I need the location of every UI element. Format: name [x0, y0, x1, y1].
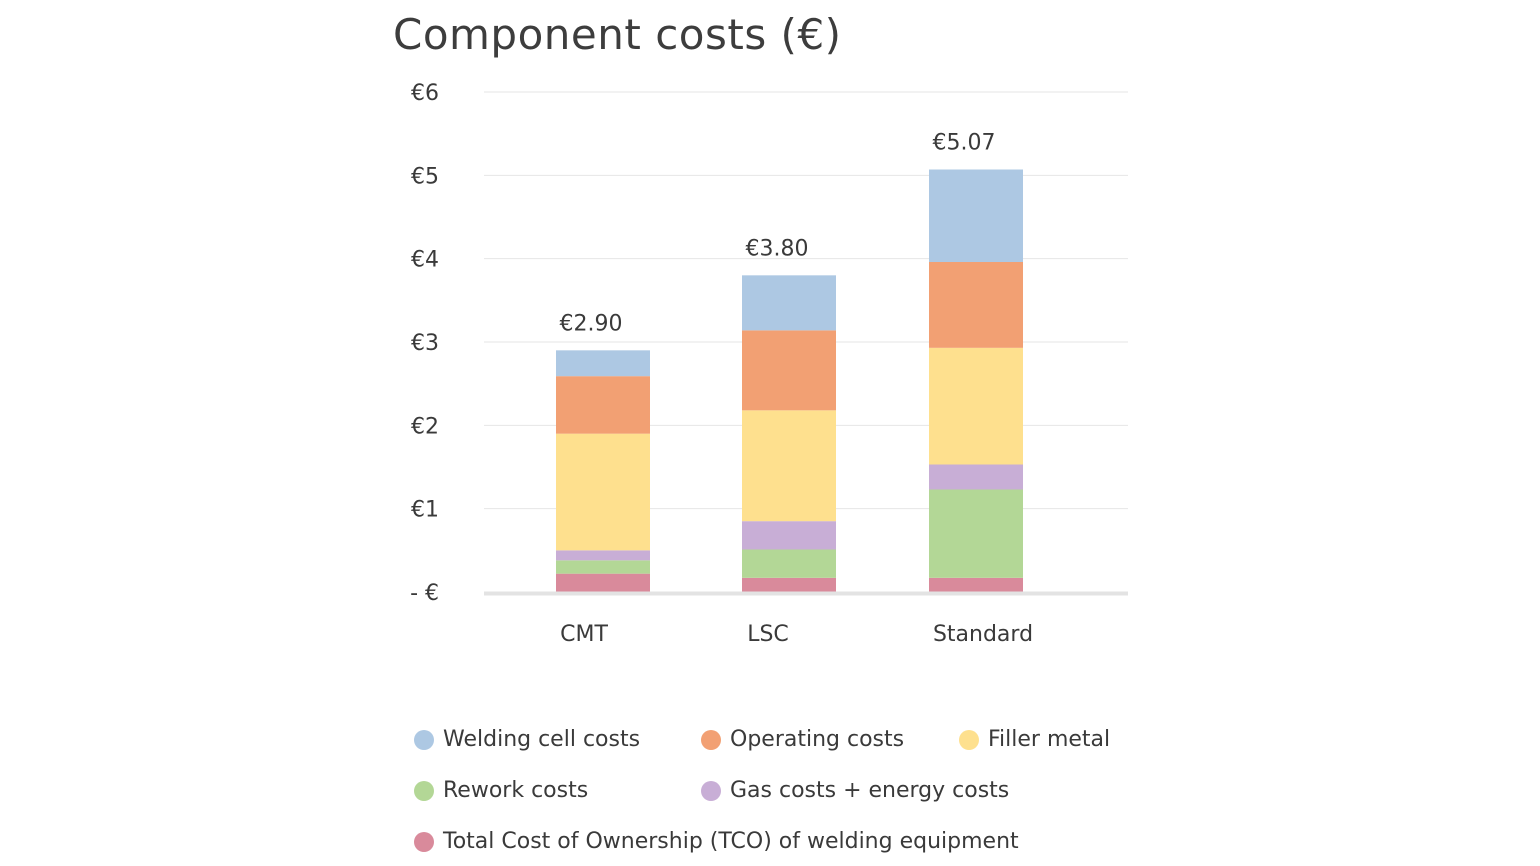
- x-category-label: CMT: [560, 622, 608, 647]
- y-axis-ticks: - € €1 €2 €3 €4 €5 €6: [410, 81, 439, 606]
- bar-segment: [929, 489, 1023, 578]
- y-tick-label: €4: [411, 248, 439, 273]
- bar-segment: [742, 275, 836, 331]
- bar-segment: [556, 433, 650, 551]
- x-category-label: Standard: [933, 622, 1033, 647]
- bar-segment: [929, 262, 1023, 348]
- y-tick-label: €5: [411, 164, 439, 189]
- bar-segment: [742, 577, 836, 592]
- bar-segment: [929, 169, 1023, 262]
- bar-segment: [556, 350, 650, 377]
- bar-segment: [742, 410, 836, 522]
- total-labels: €2.90 €3.80 €5.07: [560, 131, 996, 337]
- bars: [556, 169, 1023, 592]
- bar-segment: [929, 347, 1023, 465]
- y-tick-label: - €: [410, 581, 439, 606]
- total-value-label: €3.80: [746, 236, 809, 261]
- bar-segment: [556, 550, 650, 561]
- bar-segment: [742, 330, 836, 411]
- x-category-label: LSC: [747, 622, 789, 647]
- y-tick-label: €6: [411, 81, 439, 106]
- y-tick-label: €3: [411, 331, 439, 356]
- y-tick-label: €1: [411, 498, 439, 523]
- bar-stack-lsc: [742, 275, 836, 592]
- bar-segment: [929, 577, 1023, 592]
- category-labels: CMT LSC Standard: [560, 622, 1033, 647]
- bar-segment: [742, 549, 836, 578]
- bar-segment: [742, 521, 836, 550]
- total-value-label: €2.90: [560, 311, 623, 336]
- bar-segment: [929, 464, 1023, 490]
- chart-title: Component costs (€): [393, 10, 842, 59]
- bar-stack-standard: [929, 169, 1023, 592]
- bar-segment: [556, 376, 650, 434]
- y-tick-label: €2: [411, 414, 439, 439]
- bar-segment: [556, 560, 650, 574]
- bar-segment: [556, 573, 650, 592]
- total-value-label: €5.07: [933, 131, 996, 156]
- bar-stack-cmt: [556, 350, 650, 592]
